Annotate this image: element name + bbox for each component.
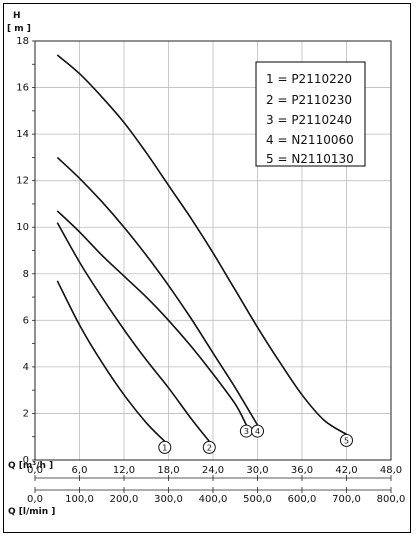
x-tick-label-m3h: 6,0 xyxy=(72,465,88,476)
legend-box xyxy=(255,61,366,167)
plot-frame xyxy=(32,40,392,493)
curve-marker-1 xyxy=(158,440,172,454)
curve-marker-4 xyxy=(251,424,264,438)
x-tick-labels-m3h: 0,0 6,0 12,0 18,0 24,0 30,0 36,0 42,0 48,0 xyxy=(27,465,402,476)
x-tick-label-m3h: 12,0 xyxy=(113,465,135,476)
curve-marker-label-3: 3 xyxy=(244,427,249,436)
curve-2 xyxy=(56,222,210,442)
x-tick-labels-lmin: 0,0 100,0 200,0 300,0 400,0 500,0 600,0 700,0 80… xyxy=(27,494,405,505)
curve-4 xyxy=(56,156,259,426)
x-tick-label-m3h: 24,0 xyxy=(202,465,224,476)
x-axis-label-lmin: Q [l/min ] xyxy=(8,507,55,517)
x-axis-label-m3h: Q [m³/h ] xyxy=(8,461,53,471)
y-tick-label: 18 xyxy=(16,36,29,47)
x-tick-label-lmin: 100,0 xyxy=(65,494,94,505)
curve-marker-label-5: 5 xyxy=(344,436,349,445)
curve-markers: 1 2 3 4 5 xyxy=(158,424,353,454)
curve-3 xyxy=(56,210,248,426)
legend-entry-3: 3 = P2110240 xyxy=(266,113,352,127)
legend-entry-2: 2 = P2110230 xyxy=(266,93,352,107)
y-axis-label-h: H xyxy=(13,11,21,21)
y-tick-label: 6 xyxy=(23,315,29,326)
legend-entry-5: 5 = N2110130 xyxy=(266,152,354,166)
y-tick-labels: 0 2 4 6 8 10 12 14 16 18 xyxy=(16,36,29,466)
x-tick-label-m3h: 18,0 xyxy=(157,465,179,476)
y-tick-label: 12 xyxy=(16,176,29,187)
x-tick-label-m3h: 42,0 xyxy=(335,465,357,476)
x-tick-label-m3h: 48,0 xyxy=(380,465,402,476)
legend: 1 = P2110220 2 = P2110230 3 = P2110240 4… xyxy=(255,61,366,167)
y-tick-label: 2 xyxy=(23,408,29,419)
x-tick-label-lmin: 200,0 xyxy=(110,494,139,505)
curve-marker-2 xyxy=(202,440,216,454)
y-tick-label: 8 xyxy=(23,269,29,280)
curve-1 xyxy=(56,280,166,442)
x-tick-label-lmin: 700,0 xyxy=(332,494,361,505)
curve-marker-label-2: 2 xyxy=(207,443,212,452)
curves xyxy=(56,54,347,442)
curve-marker-label-4: 4 xyxy=(255,427,260,436)
y-tick-label: 0 xyxy=(23,455,29,466)
x-tick-label-m3h: 30,0 xyxy=(246,465,268,476)
legend-entry-1: 1 = P2110220 xyxy=(266,72,352,86)
curve-marker-label-1: 1 xyxy=(162,443,167,452)
legend-entry-4: 4 = N2110060 xyxy=(266,133,354,147)
x-tick-label-m3h: 36,0 xyxy=(291,465,313,476)
y-tick-label: 4 xyxy=(23,362,29,373)
curve-5 xyxy=(56,54,347,436)
y-tick-label: 16 xyxy=(16,83,29,94)
y-tick-label: 10 xyxy=(16,222,29,233)
x-tick-label-lmin: 0,0 xyxy=(27,494,43,505)
curve-marker-5 xyxy=(340,433,353,447)
x-tick-label-lmin: 600,0 xyxy=(288,494,317,505)
y-axis-label-unit: [ m ] xyxy=(7,24,31,34)
x-tick-label-lmin: 300,0 xyxy=(154,494,183,505)
y-tick-label: 14 xyxy=(16,129,29,140)
x-tick-label-m3h: 0,0 xyxy=(27,465,43,476)
x-tick-label-lmin: 500,0 xyxy=(243,494,272,505)
x-tick-label-lmin: 800,0 xyxy=(377,494,406,505)
x-tick-label-lmin: 400,0 xyxy=(199,494,228,505)
